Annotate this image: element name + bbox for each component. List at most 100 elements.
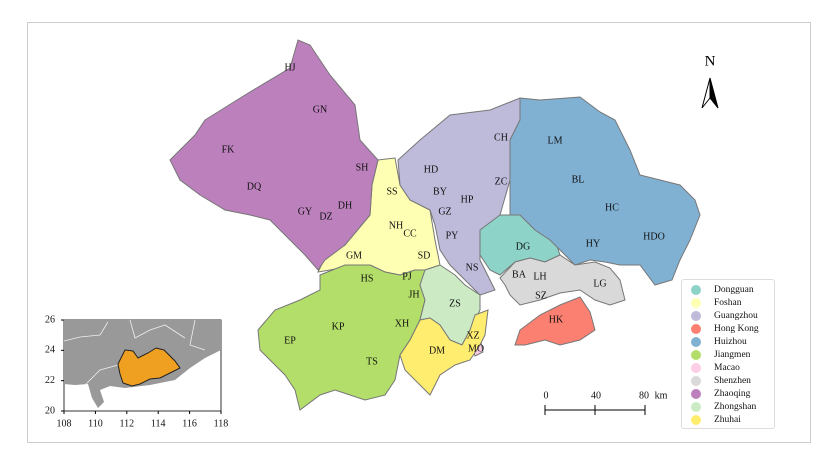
scale-tick-0: 0 xyxy=(544,390,549,401)
inset-x-tick: 108 xyxy=(57,418,72,429)
district-label-lg: LG xyxy=(593,278,606,289)
legend-swatch-icon xyxy=(691,414,701,425)
legend-label: Dongguan xyxy=(714,284,754,295)
district-label-hy: HY xyxy=(586,238,600,249)
district-label-hj: HJ xyxy=(284,62,295,73)
inset-x-tick: 114 xyxy=(151,418,166,429)
legend-swatch-icon xyxy=(691,349,701,360)
scale-tick-40: 40 xyxy=(591,390,601,401)
district-label-hdo: HDO xyxy=(643,231,665,242)
district-label-hk: HK xyxy=(549,314,564,325)
legend-item-shenzhen: Shenzhen xyxy=(682,374,774,387)
district-label-by: BY xyxy=(433,186,447,197)
district-label-cc: CC xyxy=(403,228,417,239)
scale-tick-80: 80 xyxy=(639,390,649,401)
district-label-dq: DQ xyxy=(247,181,262,192)
legend-swatch-icon xyxy=(691,388,701,399)
district-label-sz: SZ xyxy=(535,290,547,301)
inset-y-tick: 20 xyxy=(45,405,55,416)
district-label-fk: FK xyxy=(222,144,236,155)
legend-item-zhuhai: Zhuhai xyxy=(682,413,774,426)
north-arrow-left-icon xyxy=(701,77,711,109)
legend-swatch-icon xyxy=(691,297,701,308)
city-region-jiangmen xyxy=(257,264,426,411)
legend-swatch-icon xyxy=(691,284,701,295)
legend: Dongguan Foshan Guangzhou Hong Kong Huizhou J… xyxy=(681,279,775,429)
legend-swatch-icon xyxy=(691,401,701,412)
city-region-zhuhai xyxy=(399,309,489,396)
district-label-hd: HD xyxy=(424,164,438,175)
legend-label: Zhaoqing xyxy=(714,388,751,399)
district-label-ss: SS xyxy=(386,186,397,197)
legend-label: Zhongshan xyxy=(714,401,757,412)
north-arrow-right-icon xyxy=(709,77,719,109)
district-label-dz: DZ xyxy=(319,211,332,222)
legend-item-zhongshan: Zhongshan xyxy=(682,400,774,413)
legend-label: Guangzhou xyxy=(714,310,758,321)
district-label-ba: BA xyxy=(512,269,527,280)
district-label-jh: JH xyxy=(408,289,419,300)
district-label-bl: BL xyxy=(572,174,585,185)
inset-study-area xyxy=(117,347,181,387)
inset-x-tick: 110 xyxy=(88,418,103,429)
city-region-guangzhou xyxy=(397,97,542,296)
district-label-nh: NH xyxy=(389,220,403,231)
district-label-kp: KP xyxy=(332,321,345,332)
district-label-pj: PJ xyxy=(402,271,412,282)
district-label-py: PY xyxy=(446,230,459,241)
district-label-xh: XH xyxy=(395,318,409,329)
district-label-zs: ZS xyxy=(449,298,461,309)
city-region-hong-kong xyxy=(514,296,596,346)
legend-label: Foshan xyxy=(714,297,742,308)
district-label-gz: GZ xyxy=(438,206,451,217)
legend-item-macao: Macao xyxy=(682,361,774,374)
inset-x-tick: 112 xyxy=(119,418,134,429)
district-label-sh: SH xyxy=(356,162,369,173)
city-region-zhaoqing xyxy=(169,39,379,271)
legend-label: Huizhou xyxy=(714,336,747,347)
inset-y-tick: 24 xyxy=(45,345,55,356)
district-label-xz: XZ xyxy=(466,330,479,341)
legend-swatch-icon xyxy=(691,375,701,386)
district-label-hs: HS xyxy=(361,273,374,284)
district-label-lh: LH xyxy=(533,271,546,282)
district-label-sd: SD xyxy=(418,250,431,261)
district-label-ch: CH xyxy=(494,132,508,143)
legend-label: Macao xyxy=(714,362,740,373)
district-label-mo: MO xyxy=(468,343,484,354)
district-label-dh: DH xyxy=(338,200,352,211)
map-frame xyxy=(27,22,811,443)
legend-swatch-icon xyxy=(691,310,701,321)
district-label-ep: EP xyxy=(284,335,296,346)
legend-swatch-icon xyxy=(691,362,701,373)
district-label-zc: ZC xyxy=(495,176,508,187)
legend-item-hong-kong: Hong Kong xyxy=(682,322,774,335)
district-label-gy: GY xyxy=(298,206,312,217)
district-label-ts: TS xyxy=(366,356,378,367)
legend-label: Zhuhai xyxy=(714,414,741,425)
district-label-dg: DG xyxy=(516,241,530,252)
scale-bar: 0 40 80 km xyxy=(544,390,668,415)
inset-x-tick: 118 xyxy=(214,418,229,429)
north-label: N xyxy=(705,53,716,69)
inset-y-tick: 26 xyxy=(45,314,55,325)
district-label-gm: GM xyxy=(346,250,362,261)
inset-x-tick: 116 xyxy=(182,418,197,429)
district-label-hc: HC xyxy=(605,202,619,213)
inset-map: 108 110 112 114 116 118 26 24 22 20 xyxy=(45,314,228,429)
legend-item-dongguan: Dongguan xyxy=(682,283,774,296)
legend-label: Shenzhen xyxy=(714,375,751,386)
scale-unit: km xyxy=(655,390,668,401)
legend-item-foshan: Foshan xyxy=(682,296,774,309)
district-label-gn: GN xyxy=(313,104,327,115)
legend-item-guangzhou: Guangzhou xyxy=(682,309,774,322)
legend-item-zhaoqing: Zhaoqing xyxy=(682,387,774,400)
legend-label: Hong Kong xyxy=(714,323,759,334)
legend-swatch-icon xyxy=(691,336,701,347)
district-label-dm: DM xyxy=(429,345,445,356)
legend-swatch-icon xyxy=(691,323,701,334)
district-label-ns: NS xyxy=(466,262,479,273)
district-label-lm: LM xyxy=(548,135,563,146)
legend-item-jiangmen: Jiangmen xyxy=(682,348,774,361)
